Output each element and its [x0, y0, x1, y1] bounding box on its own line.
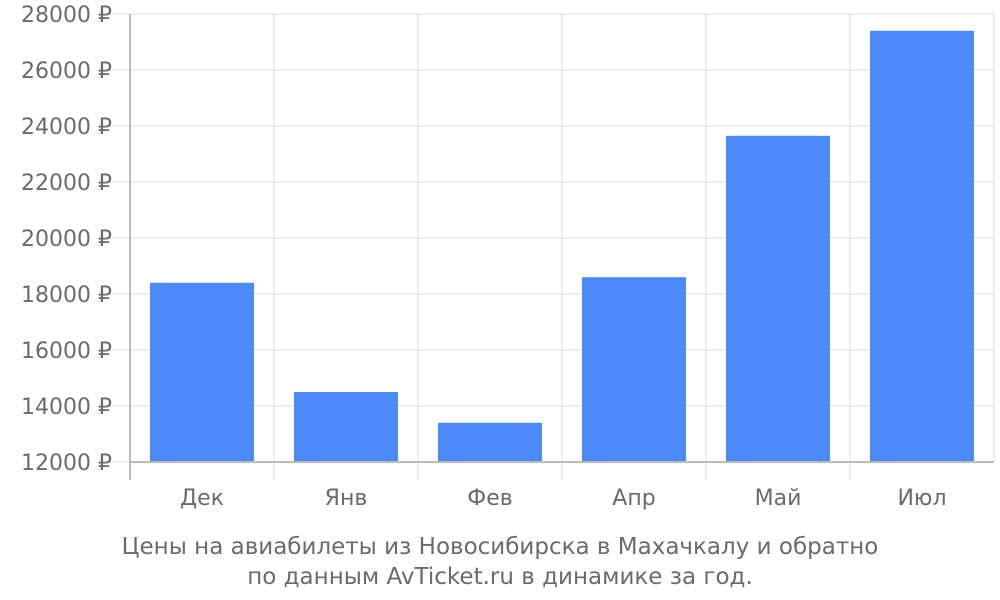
- y-tick-label: 26000 ₽: [21, 59, 112, 84]
- x-tick-label: Апр: [612, 486, 655, 511]
- chart-caption-line-1: Цены на авиабилеты из Новосибирска в Мах…: [121, 534, 879, 560]
- x-tick-label: Май: [755, 486, 802, 511]
- y-tick-label: 14000 ₽: [21, 395, 112, 420]
- y-tick-label: 24000 ₽: [21, 115, 112, 140]
- y-tick-label: 20000 ₽: [21, 227, 112, 252]
- x-tick-label: Янв: [325, 486, 368, 511]
- bar-3: [438, 422, 542, 462]
- x-tick-label: Фев: [467, 486, 512, 511]
- y-tick-label: 18000 ₽: [21, 283, 112, 308]
- chart-caption-line-2: по данным AvTicket.ru в динамике за год.: [247, 564, 753, 590]
- x-tick-label: Июл: [897, 486, 946, 511]
- y-tick-label: 28000 ₽: [21, 3, 112, 28]
- bar-2: [294, 392, 398, 462]
- bar-5: [726, 135, 830, 463]
- y-tick-label: 12000 ₽: [21, 451, 112, 476]
- x-tick-label: Дек: [180, 486, 224, 511]
- bar-1: [150, 282, 254, 462]
- y-tick-label: 22000 ₽: [21, 171, 112, 196]
- y-tick-label: 16000 ₽: [21, 339, 112, 364]
- bar-4: [582, 277, 686, 462]
- bar-6: [870, 30, 974, 463]
